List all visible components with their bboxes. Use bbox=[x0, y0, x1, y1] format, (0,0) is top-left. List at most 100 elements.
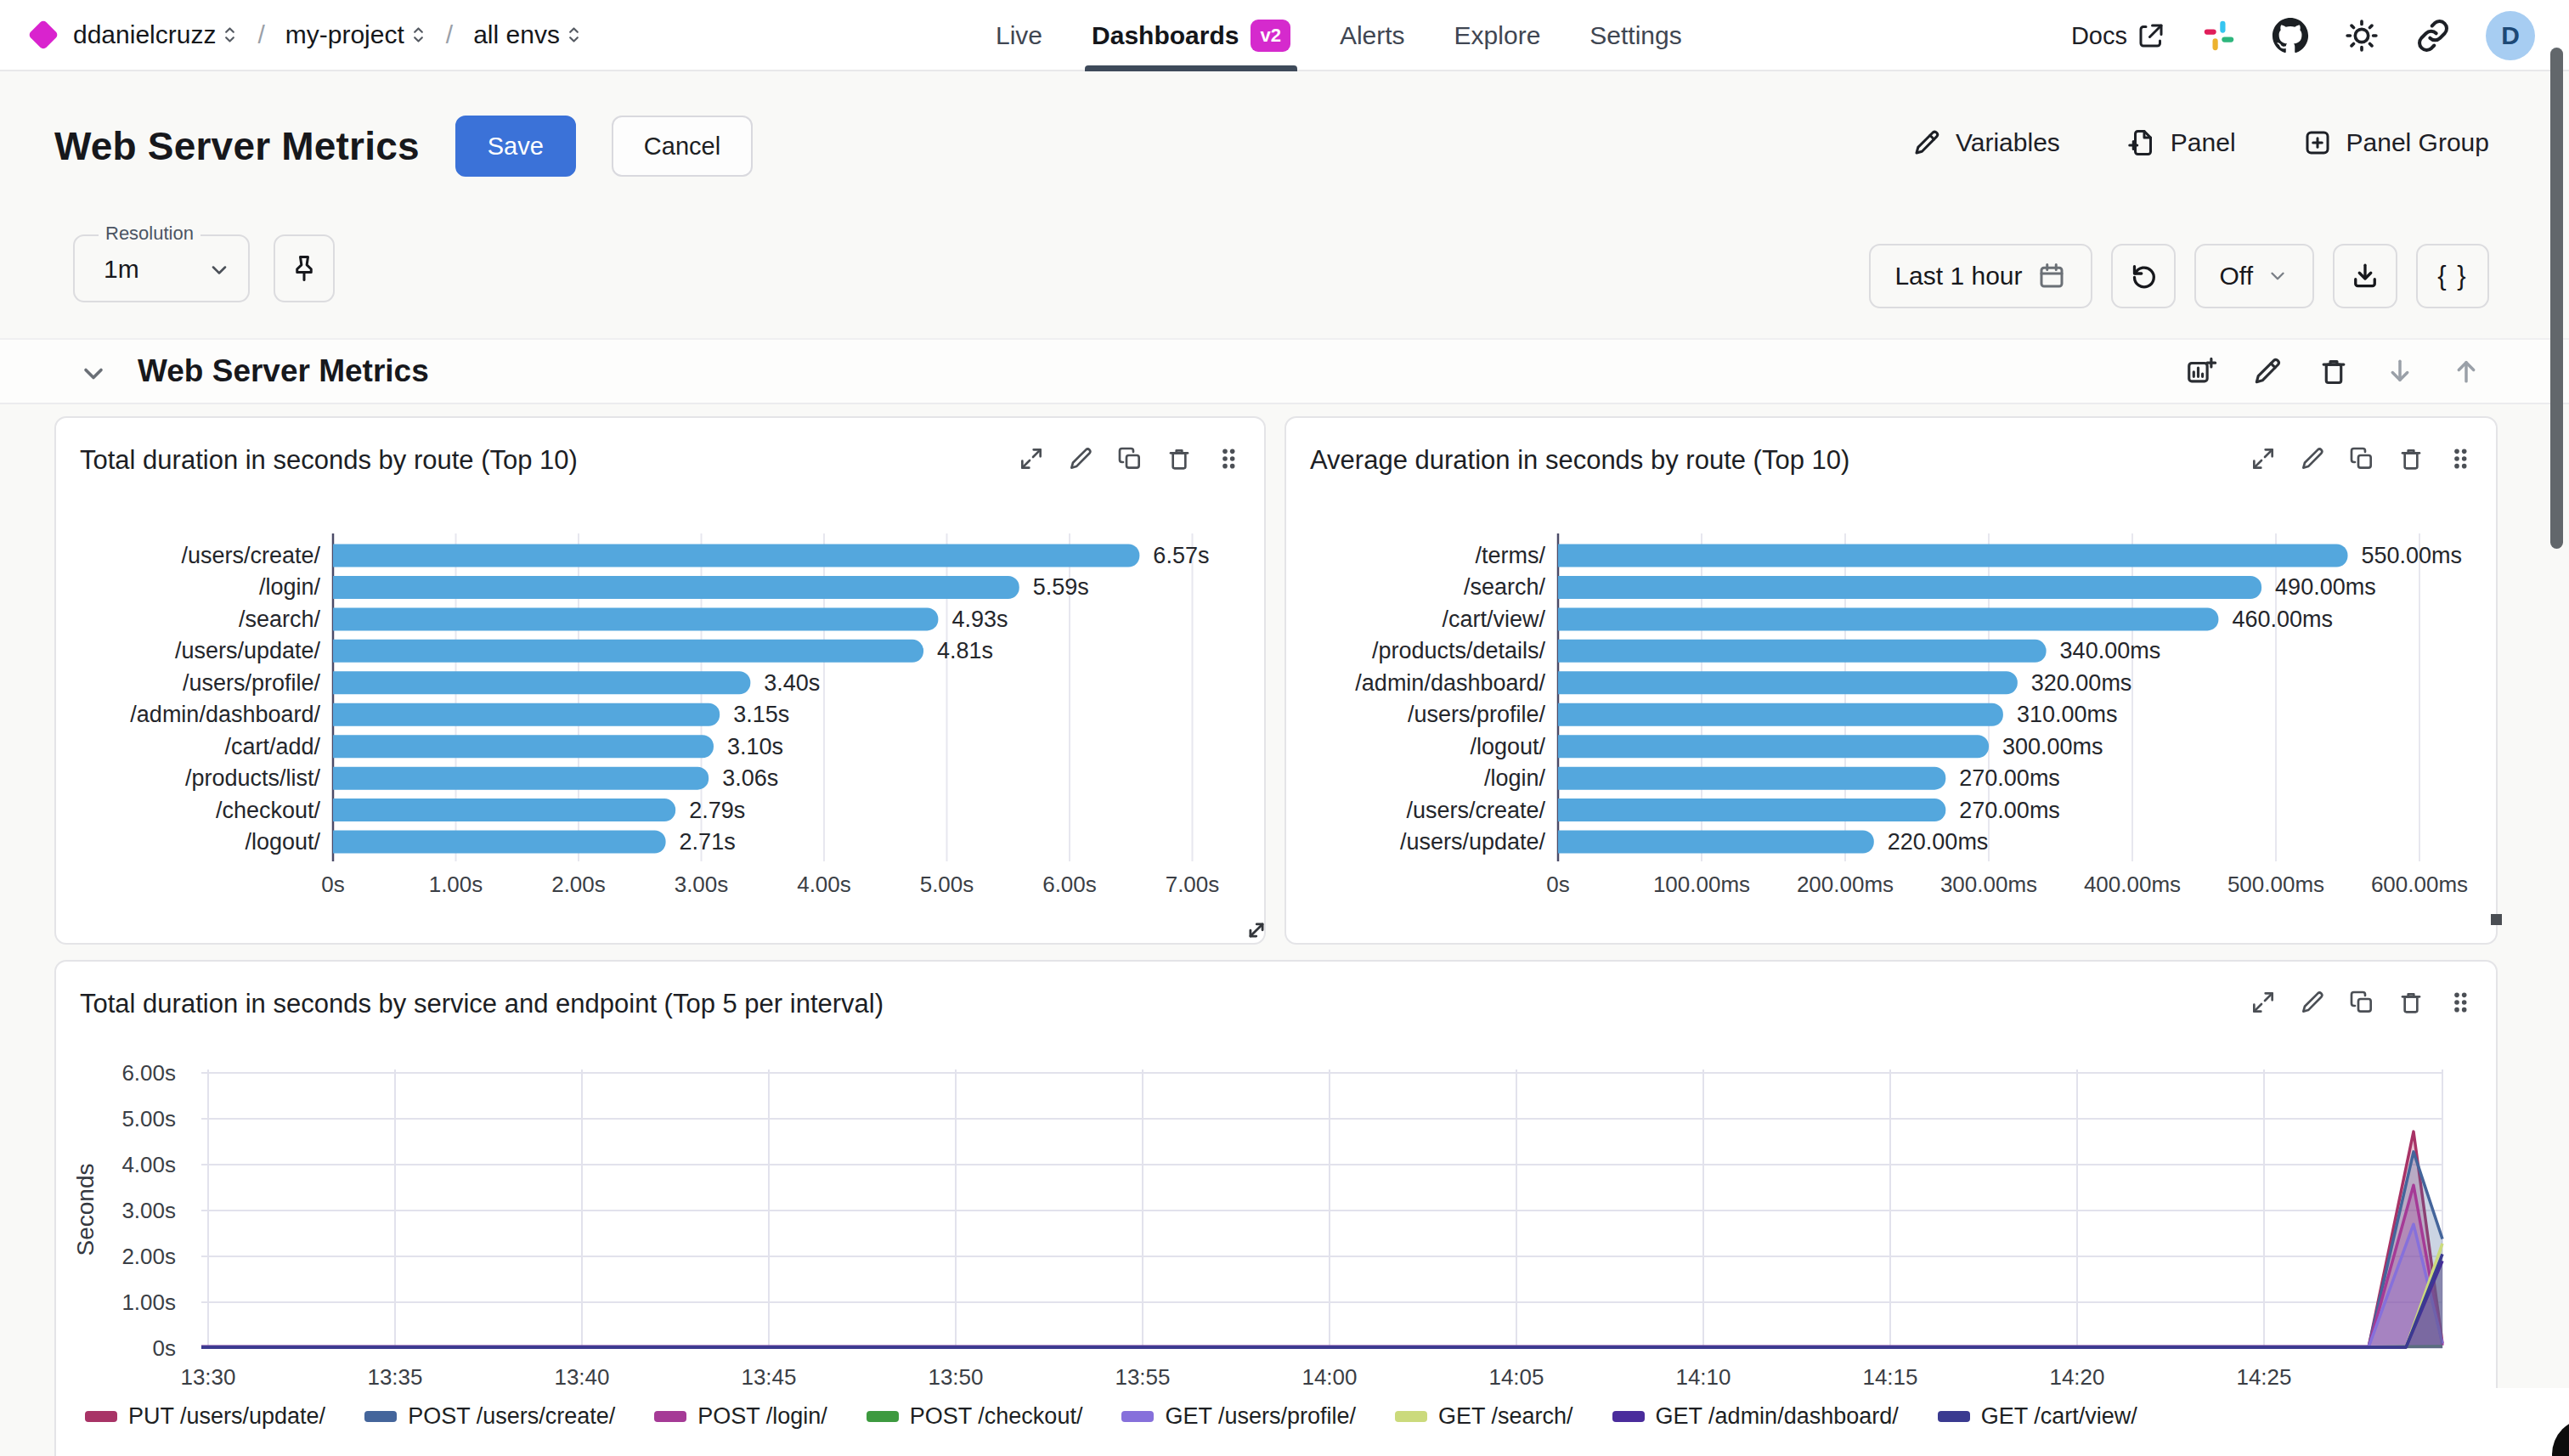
legend-item[interactable]: GET /search/ bbox=[1395, 1403, 1573, 1430]
delete-icon[interactable] bbox=[2397, 445, 2425, 472]
nav-item-settings[interactable]: Settings bbox=[1589, 0, 1681, 71]
legend-item[interactable]: GET /cart/view/ bbox=[1938, 1403, 2137, 1430]
active-tab-underline bbox=[1085, 65, 1297, 71]
legend-label: POST /checkout/ bbox=[910, 1403, 1083, 1430]
breadcrumb-org-label: ddanielcruzz bbox=[73, 20, 216, 49]
bar bbox=[1558, 671, 2018, 694]
cancel-button[interactable]: Cancel bbox=[612, 116, 753, 177]
svg-text:5.59s: 5.59s bbox=[1033, 574, 1089, 600]
brand-logo-icon[interactable] bbox=[28, 20, 59, 51]
legend-swatch bbox=[1121, 1411, 1154, 1422]
bar-chart-average-duration[interactable]: 0s100.00ms200.00ms300.00ms400.00ms500.00… bbox=[1288, 511, 2494, 936]
variables-button[interactable]: Variables bbox=[1911, 127, 2060, 158]
svg-text:340.00ms: 340.00ms bbox=[2060, 638, 2161, 663]
link-icon[interactable] bbox=[2414, 17, 2452, 54]
panel-duration-by-service-endpoint: Total duration in seconds by service and… bbox=[54, 960, 2498, 1456]
svg-text:1.00s: 1.00s bbox=[429, 872, 483, 897]
legend-label: GET /admin/dashboard/ bbox=[1656, 1403, 1899, 1430]
download-icon bbox=[2350, 261, 2380, 291]
breadcrumb-separator: / bbox=[446, 20, 453, 49]
legend-item[interactable]: GET /admin/dashboard/ bbox=[1612, 1403, 1899, 1430]
svg-text:100.00ms: 100.00ms bbox=[1653, 872, 1750, 897]
drag-handle-icon[interactable] bbox=[2447, 445, 2474, 472]
edit-icon[interactable] bbox=[1067, 445, 1094, 472]
auto-refresh-select[interactable]: Off bbox=[2194, 244, 2314, 308]
edit-icon[interactable] bbox=[2299, 445, 2326, 472]
legend-item[interactable]: POST /login/ bbox=[654, 1403, 827, 1430]
panel-actions bbox=[2250, 445, 2474, 472]
edit-icon[interactable] bbox=[2299, 989, 2326, 1016]
svg-text:13:50: 13:50 bbox=[928, 1364, 983, 1390]
delete-icon[interactable] bbox=[2318, 355, 2350, 387]
download-button[interactable] bbox=[2333, 244, 2397, 308]
json-button[interactable]: { } bbox=[2416, 244, 2489, 308]
svg-text:0s: 0s bbox=[153, 1335, 176, 1361]
bar-chart-total-duration[interactable]: 0s1.00s2.00s3.00s4.00s5.00s6.00s7.00s/us… bbox=[58, 511, 1264, 936]
breadcrumb-project[interactable]: my-project bbox=[285, 20, 426, 49]
v2-badge: v2 bbox=[1251, 20, 1290, 52]
braces-icon: { } bbox=[2437, 261, 2467, 291]
panel-resize-icon[interactable] bbox=[1242, 916, 1271, 945]
svg-text:13:35: 13:35 bbox=[367, 1364, 422, 1390]
legend-item[interactable]: POST /checkout/ bbox=[867, 1403, 1083, 1430]
svg-text:14:05: 14:05 bbox=[1488, 1364, 1544, 1390]
bar bbox=[333, 767, 709, 790]
nav-item-dashboards[interactable]: Dashboards v2 bbox=[1092, 0, 1290, 71]
expand-icon[interactable] bbox=[2250, 989, 2277, 1016]
nav-item-explore[interactable]: Explore bbox=[1454, 0, 1541, 71]
duplicate-icon[interactable] bbox=[1116, 445, 1143, 472]
vertical-scrollbar[interactable] bbox=[2550, 48, 2563, 549]
pin-button[interactable] bbox=[274, 234, 335, 302]
nav-item-live[interactable]: Live bbox=[996, 0, 1042, 71]
refresh-button[interactable] bbox=[2111, 244, 2176, 308]
expand-icon[interactable] bbox=[2250, 445, 2277, 472]
collapse-chevron-icon[interactable] bbox=[78, 358, 109, 389]
svg-text:3.06s: 3.06s bbox=[722, 765, 778, 791]
drag-handle-icon[interactable] bbox=[1215, 445, 1242, 472]
add-panel-button[interactable]: Panel bbox=[2126, 127, 2236, 158]
duplicate-icon[interactable] bbox=[2348, 989, 2375, 1016]
resolution-select[interactable]: Resolution 1m bbox=[73, 234, 250, 302]
expand-icon[interactable] bbox=[1018, 445, 1045, 472]
legend-item[interactable]: GET /users/profile/ bbox=[1121, 1403, 1356, 1430]
drag-handle-icon[interactable] bbox=[2447, 989, 2474, 1016]
svg-text:460.00ms: 460.00ms bbox=[2232, 607, 2333, 632]
move-up-icon[interactable] bbox=[2450, 355, 2482, 387]
duplicate-icon[interactable] bbox=[2348, 445, 2375, 472]
slack-icon[interactable] bbox=[2200, 17, 2238, 54]
pin-icon bbox=[289, 253, 319, 284]
edit-icon[interactable] bbox=[2251, 355, 2284, 387]
panel-resize-handle[interactable] bbox=[2491, 914, 2502, 925]
bar bbox=[333, 799, 675, 821]
svg-text:/cart/add/: /cart/add/ bbox=[224, 734, 320, 759]
legend-swatch bbox=[85, 1411, 117, 1422]
theme-sun-icon[interactable] bbox=[2343, 17, 2380, 54]
panel-header: Average duration in seconds by route (To… bbox=[1286, 418, 2496, 499]
updown-chevron-icon bbox=[223, 24, 237, 46]
legend-label: GET /search/ bbox=[1438, 1403, 1573, 1430]
legend-label: PUT /users/update/ bbox=[128, 1403, 325, 1430]
time-range-button[interactable]: Last 1 hour bbox=[1869, 244, 2092, 308]
area-chart-duration-by-endpoint[interactable]: 0s1.00s2.00s3.00s4.00s5.00s6.00s13:3013:… bbox=[56, 1057, 2499, 1456]
svg-text:/login/: /login/ bbox=[1484, 765, 1546, 791]
svg-text:/admin/dashboard/: /admin/dashboard/ bbox=[130, 702, 320, 727]
bar bbox=[1558, 703, 2003, 726]
legend-item[interactable]: PUT /users/update/ bbox=[85, 1403, 325, 1430]
bar bbox=[333, 576, 1019, 599]
file-plus-icon bbox=[2126, 127, 2157, 158]
svg-text:14:20: 14:20 bbox=[2049, 1364, 2104, 1390]
nav-item-alerts[interactable]: Alerts bbox=[1340, 0, 1405, 71]
legend-item[interactable]: POST /users/create/ bbox=[364, 1403, 615, 1430]
delete-icon[interactable] bbox=[1166, 445, 1193, 472]
save-button[interactable]: Save bbox=[455, 116, 576, 177]
breadcrumb-env[interactable]: all envs bbox=[473, 20, 581, 49]
docs-link[interactable]: Docs bbox=[2071, 20, 2166, 51]
breadcrumb-org[interactable]: ddanielcruzz bbox=[73, 20, 237, 49]
svg-text:4.00s: 4.00s bbox=[121, 1152, 176, 1177]
move-down-icon[interactable] bbox=[2384, 355, 2416, 387]
delete-icon[interactable] bbox=[2397, 989, 2425, 1016]
github-icon[interactable] bbox=[2272, 17, 2309, 54]
avatar[interactable]: D bbox=[2486, 11, 2535, 60]
add-chart-icon[interactable] bbox=[2185, 355, 2217, 387]
add-panel-group-button[interactable]: Panel Group bbox=[2302, 127, 2489, 158]
